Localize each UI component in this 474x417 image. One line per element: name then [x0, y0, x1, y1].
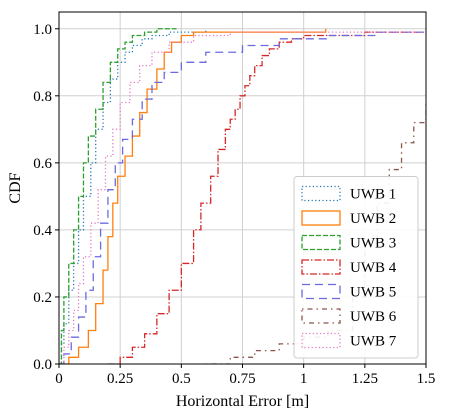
x-axis-label: Horizontal Error [m] — [176, 393, 309, 410]
y-tick-label: 0.2 — [33, 290, 52, 306]
x-tick-label: 0.25 — [107, 371, 133, 387]
legend-handle — [301, 332, 341, 349]
x-tick-label: 0.75 — [229, 371, 255, 387]
legend-box — [293, 176, 419, 359]
y-tick-label: 0.8 — [33, 89, 52, 105]
x-tick-label: 1.25 — [352, 371, 378, 387]
y-axis-label: CDF — [7, 172, 24, 203]
series-line-uwb-3 — [59, 28, 177, 364]
legend-handle — [301, 234, 341, 251]
legend-label: UWB 4 — [350, 260, 397, 276]
y-tick-label: 1.0 — [33, 22, 52, 38]
y-tick-label: 0.6 — [33, 156, 52, 172]
series-line-uwb-2 — [59, 28, 327, 364]
series-line-uwb-5 — [59, 31, 426, 364]
axis-ticks: 0 0.25 0.5 0.75 1 1.25 1.5 0.0 0.2 0.4 0.6 0.8 1.0 — [33, 22, 435, 387]
series-line-uwb-1 — [59, 28, 207, 364]
series-line-uwb-4 — [107, 31, 426, 364]
x-tick-label: 0.5 — [172, 371, 191, 387]
legend-label: UWB 1 — [350, 187, 396, 203]
legend: UWB 1 UWB 2 UWB 3 UWB 4 UWB 5 UWB 6 UWB 7 — [293, 176, 419, 359]
series-lines — [59, 28, 426, 364]
legend-label: UWB 7 — [350, 334, 397, 350]
y-tick-label: 0.4 — [33, 223, 52, 239]
legend-handle — [301, 259, 341, 275]
legend-handle — [301, 210, 341, 226]
legend-label: UWB 6 — [350, 309, 397, 325]
y-tick-label: 0.0 — [33, 357, 52, 373]
legend-label: UWB 2 — [350, 211, 396, 227]
legend-label: UWB 5 — [350, 285, 396, 301]
x-tick-label: 1.5 — [417, 371, 436, 387]
legend-handle — [301, 185, 341, 202]
x-tick-label: 1 — [300, 371, 308, 387]
legend-label: UWB 3 — [350, 236, 396, 252]
legend-handle — [301, 283, 341, 300]
legend-handle — [301, 308, 341, 324]
x-tick-label: 0 — [55, 371, 63, 387]
series-line-uwb-7 — [59, 28, 426, 364]
